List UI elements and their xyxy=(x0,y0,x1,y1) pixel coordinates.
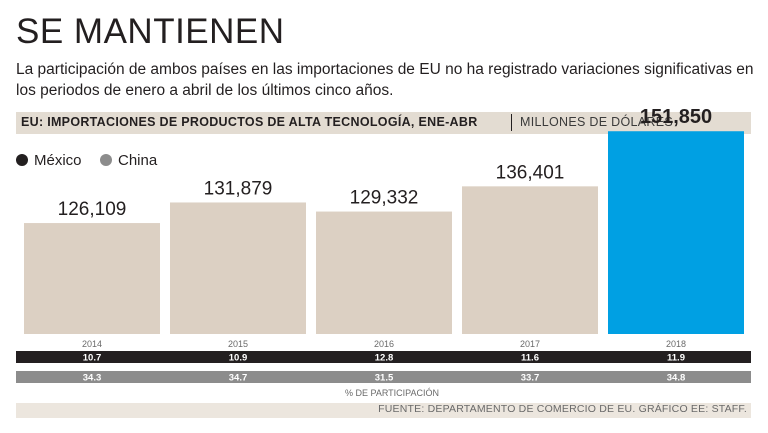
share-mexico-2017: 11.6 xyxy=(521,353,539,364)
source-footer: FUENTE: DEPARTAMENTO DE COMERCIO DE EU. … xyxy=(16,403,751,418)
year-label-2018: 2018 xyxy=(666,339,686,349)
legend-label-mexico: México xyxy=(34,152,82,169)
share-strip-mexico xyxy=(16,351,751,363)
source-text: FUENTE: DEPARTAMENTO DE COMERCIO DE EU. … xyxy=(378,403,747,415)
value-label-2014: 126,109 xyxy=(58,199,127,220)
share-mexico-2018: 11.9 xyxy=(667,353,685,364)
year-label-2014: 2014 xyxy=(82,339,102,349)
bar-2015 xyxy=(170,202,306,334)
value-label-2015: 131,879 xyxy=(204,178,273,199)
share-china-2015: 34.7 xyxy=(229,373,248,384)
share-china-2016: 31.5 xyxy=(375,373,394,384)
chart-subtitle: La participación de ambos países en las … xyxy=(16,61,754,99)
bar-2016 xyxy=(316,211,452,334)
bar-2014 xyxy=(24,223,160,334)
legend-item-china: China xyxy=(100,152,157,169)
value-label-2016: 129,332 xyxy=(350,188,419,209)
share-china-2017: 33.7 xyxy=(521,373,540,384)
chart-title: SE MANTIENEN xyxy=(16,12,285,51)
value-label-2018: 151,850 xyxy=(640,106,712,128)
chart-header-title: EU: IMPORTACIONES DE PRODUCTOS DE ALTA T… xyxy=(21,115,478,129)
legend-label-china: China xyxy=(118,152,158,169)
year-label-2016: 2016 xyxy=(374,339,394,349)
share-strip-china xyxy=(16,371,751,383)
legend-item-mexico: México xyxy=(16,152,82,169)
share-label: % DE PARTICIPACIÓN xyxy=(345,388,439,398)
year-label-2017: 2017 xyxy=(520,339,540,349)
share-china-2014: 34.3 xyxy=(83,373,102,384)
chart-header-bar: EU: IMPORTACIONES DE PRODUCTOS DE ALTA T… xyxy=(16,112,751,134)
share-mexico-2015: 10.9 xyxy=(229,353,248,364)
bar-2018 xyxy=(608,131,744,334)
chart-units: MILLONES DE DÓLARES xyxy=(520,115,673,129)
bar-2017 xyxy=(462,186,598,334)
year-label-2015: 2015 xyxy=(228,339,248,349)
value-label-2017: 136,401 xyxy=(496,162,565,183)
share-mexico-2014: 10.7 xyxy=(83,353,102,364)
legend-dot-mexico xyxy=(16,154,28,166)
header-divider xyxy=(511,114,512,131)
share-mexico-2016: 12.8 xyxy=(375,353,394,364)
share-china-2018: 34.8 xyxy=(667,373,686,384)
legend-dot-china xyxy=(100,154,112,166)
